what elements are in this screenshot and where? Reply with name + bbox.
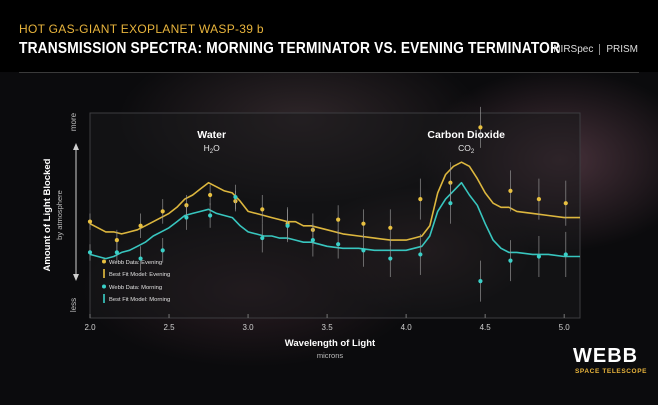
y-arrow-down bbox=[73, 274, 79, 281]
data-point-evening bbox=[336, 217, 341, 222]
page-title: TRANSMISSION SPECTRA: MORNING TERMINATOR… bbox=[19, 40, 561, 57]
legend-label: Webb Data: Morning bbox=[109, 285, 162, 291]
x-tick-label: 2.0 bbox=[84, 323, 96, 332]
model-line-evening bbox=[89, 161, 580, 241]
data-point-evening bbox=[260, 207, 265, 212]
y-axis-label: Amount of Light Blocked bbox=[42, 158, 53, 271]
formula-base: H bbox=[204, 143, 210, 153]
data-point-morning bbox=[160, 248, 165, 253]
data-point-evening bbox=[563, 201, 568, 206]
data-point-evening bbox=[114, 238, 119, 243]
data-point-morning bbox=[448, 201, 453, 206]
data-point-evening bbox=[418, 197, 423, 202]
x-axis-label: Wavelength of Light bbox=[285, 338, 376, 349]
webb-logo-subtitle: SPACE TELESCOPE bbox=[575, 368, 648, 375]
data-point-morning bbox=[260, 235, 265, 241]
data-point-morning bbox=[184, 215, 189, 220]
data-point-morning bbox=[336, 242, 341, 247]
legend-label: Best Fit Model: Morning bbox=[109, 297, 170, 303]
data-point-morning bbox=[418, 252, 423, 257]
data-point-evening bbox=[138, 223, 143, 228]
header-divider bbox=[19, 72, 639, 73]
x-tick-label: 5.0 bbox=[559, 323, 571, 332]
data-point-morning bbox=[361, 248, 366, 253]
plot-area bbox=[89, 112, 581, 319]
supertitle: HOT GAS-GIANT EXOPLANET WASP-39 b bbox=[19, 22, 264, 36]
data-point-morning bbox=[536, 254, 542, 259]
legend-label: Best Fit Model: Evening bbox=[109, 272, 170, 278]
x-tick-label: 3.0 bbox=[243, 323, 255, 332]
instrument-name: NIRSpec bbox=[553, 44, 594, 56]
data-point-morning bbox=[285, 223, 290, 228]
x-tick-label: 2.5 bbox=[163, 323, 175, 332]
data-point-evening bbox=[448, 180, 453, 185]
annotation-formula: H2O bbox=[204, 143, 220, 155]
x-tick-label: 4.0 bbox=[401, 323, 413, 332]
instrument-separator bbox=[599, 44, 601, 55]
instrument-label: NIRSpec PRISM bbox=[553, 44, 638, 55]
data-point-evening bbox=[208, 192, 213, 198]
data-point-morning bbox=[388, 256, 393, 261]
formula-suffix: O bbox=[213, 143, 220, 153]
formula-base: CO bbox=[458, 143, 471, 153]
legend-dot-evening bbox=[102, 259, 106, 264]
data-point-morning bbox=[138, 256, 143, 261]
formula-subscript: 2 bbox=[471, 149, 475, 155]
y-axis-sublabel: by atmosphere bbox=[55, 190, 64, 240]
webb-logo: WEBB bbox=[573, 345, 639, 367]
data-point-morning bbox=[114, 250, 119, 255]
data-point-evening bbox=[536, 197, 542, 202]
annotation-formula: CO2 bbox=[458, 143, 475, 155]
model-line-morning bbox=[89, 181, 580, 260]
x-tick-label: 3.5 bbox=[322, 323, 334, 332]
data-point-morning bbox=[208, 213, 213, 218]
data-point-evening bbox=[388, 225, 393, 230]
data-point-morning bbox=[310, 238, 315, 243]
data-point-morning bbox=[87, 250, 93, 255]
annotation-label: Carbon Dioxide bbox=[427, 129, 505, 141]
annotation-label: Water bbox=[197, 129, 226, 141]
data-point-evening bbox=[478, 125, 483, 130]
legend-dot-morning bbox=[102, 284, 106, 289]
data-point-morning bbox=[233, 194, 238, 200]
data-point-morning bbox=[563, 252, 568, 257]
legend-label: Webb Data: Evening bbox=[109, 260, 162, 266]
data-point-evening bbox=[508, 188, 513, 193]
data-point-evening bbox=[361, 221, 366, 226]
data-point-evening bbox=[87, 219, 93, 224]
data-point-evening bbox=[160, 209, 165, 214]
x-tick-label: 4.5 bbox=[480, 323, 492, 332]
header-bar bbox=[0, 0, 658, 72]
data-point-morning bbox=[508, 258, 513, 263]
y-arrow-up bbox=[73, 143, 79, 150]
y-top-label: more bbox=[69, 112, 78, 131]
instrument-mode: PRISM bbox=[606, 44, 638, 56]
data-point-morning bbox=[478, 279, 483, 284]
y-bottom-label: less bbox=[69, 298, 78, 312]
formula-subscript: 2 bbox=[210, 149, 214, 155]
x-axis-unit: microns bbox=[317, 351, 344, 360]
